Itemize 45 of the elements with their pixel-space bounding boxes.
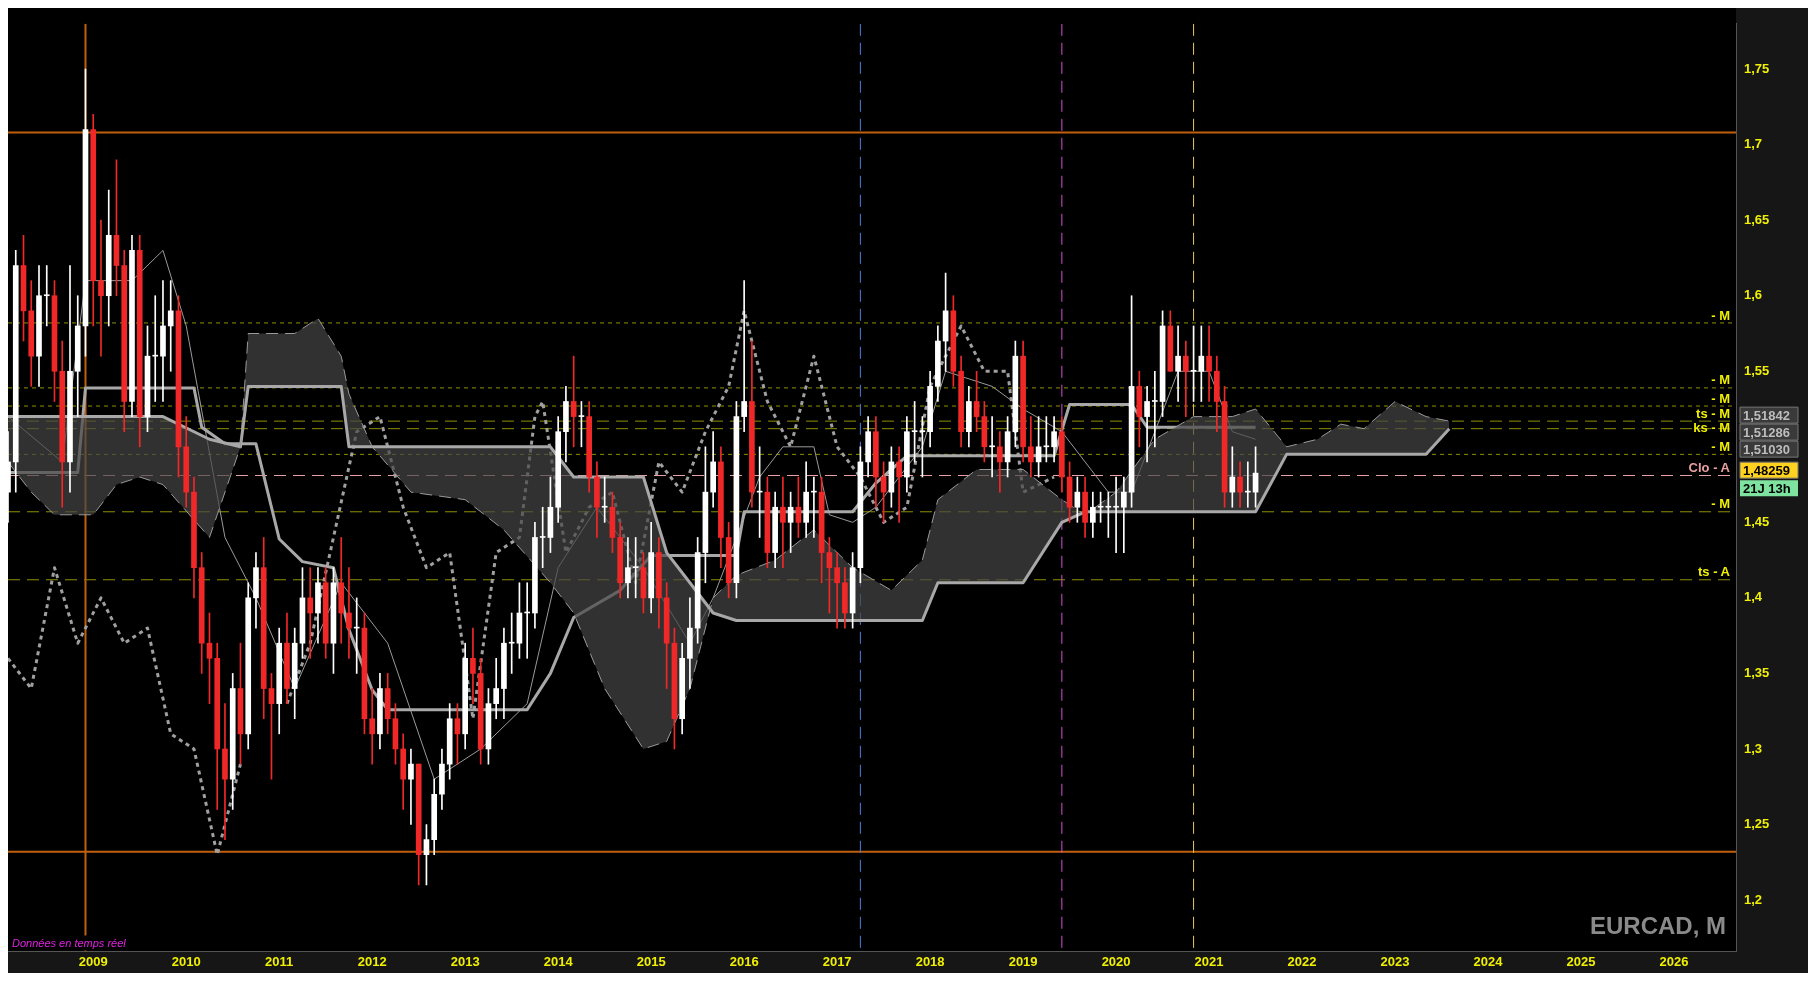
y-tick-label: 1,7: [1744, 136, 1763, 152]
y-tick-label: 1,35: [1744, 665, 1770, 680]
ref-line-label: - M: [1711, 438, 1730, 454]
y-tick-label: 1,45: [1744, 513, 1770, 529]
ref-line-label: - M: [1711, 372, 1730, 388]
text: EURCAD, M: [1590, 912, 1726, 940]
y-tick-label: 1,55: [1744, 362, 1770, 378]
x-tick-label: 2009: [78, 953, 108, 969]
ref-line-label: ts - A: [1697, 564, 1731, 580]
text: 1,51286: [1743, 424, 1790, 440]
x-tick-label: 2012: [357, 953, 387, 969]
x-tick-label: 2023: [1380, 953, 1410, 969]
x-tick-label: 2021: [1194, 953, 1224, 969]
x-tick-label: 2015: [636, 953, 666, 969]
ref-line-label: Clo - A: [1688, 460, 1731, 476]
ref-line-label: - M: [1711, 496, 1730, 512]
y-tick-label: 1,6: [1744, 287, 1763, 303]
x-tick-label: 2026: [1659, 953, 1689, 969]
y-tick-label: 1,65: [1744, 211, 1770, 227]
x-tick-label: 2011: [265, 953, 294, 969]
x-tick-label: 2019: [1008, 953, 1038, 969]
annotation: Données en temps réel: [12, 936, 127, 949]
x-tick-label: 2014: [543, 953, 574, 969]
ref-line-label: ks - M: [1693, 419, 1730, 435]
text: 1,51030: [1743, 441, 1790, 457]
x-tick-label: 2018: [915, 953, 945, 969]
x-tick-label: 2022: [1287, 953, 1317, 969]
y-tick-label: 1,2: [1744, 891, 1763, 907]
x-tick-label: 2024: [1473, 953, 1504, 969]
x-tick-label: 2016: [729, 953, 759, 969]
ref-line-label: - M: [1711, 307, 1730, 323]
y-tick-label: 1,4: [1744, 589, 1763, 605]
y-tick-label: 1,25: [1744, 816, 1770, 832]
ref-line-label: ts - M: [1696, 405, 1730, 421]
x-tick-label: 2025: [1566, 953, 1596, 969]
x-tick-label: 2017: [822, 953, 852, 969]
y-tick-label: 1,75: [1744, 60, 1770, 76]
text: 1,51842: [1743, 407, 1790, 423]
x-tick-label: 2020: [1101, 953, 1131, 969]
text: 1,48259: [1743, 462, 1790, 478]
text: 21J 13h: [1743, 480, 1791, 496]
x-tick-label: 2010: [171, 953, 201, 969]
x-tick-label: 2013: [450, 953, 480, 969]
ref-line-label: - M: [1711, 390, 1730, 406]
y-tick-label: 1,3: [1744, 740, 1763, 756]
